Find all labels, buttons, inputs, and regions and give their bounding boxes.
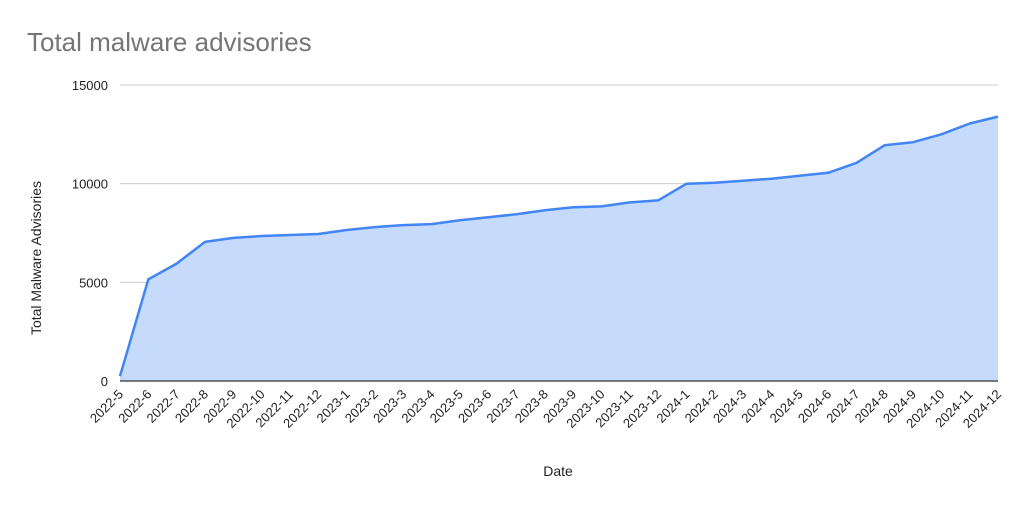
y-tick-label: 15000: [72, 78, 108, 93]
x-axis-ticks: 2022-52022-62022-72022-82022-92022-10202…: [87, 387, 1004, 431]
y-tick-label: 0: [101, 374, 108, 389]
y-tick-label: 10000: [72, 177, 108, 192]
chart-title: Total malware advisories: [27, 27, 312, 57]
y-axis-ticks: 0 5000 10000 15000: [72, 78, 108, 389]
series-line: [118, 115, 999, 377]
x-axis-label: Date: [543, 463, 573, 479]
area-fill: [120, 116, 998, 381]
y-tick-label: 5000: [79, 275, 108, 290]
